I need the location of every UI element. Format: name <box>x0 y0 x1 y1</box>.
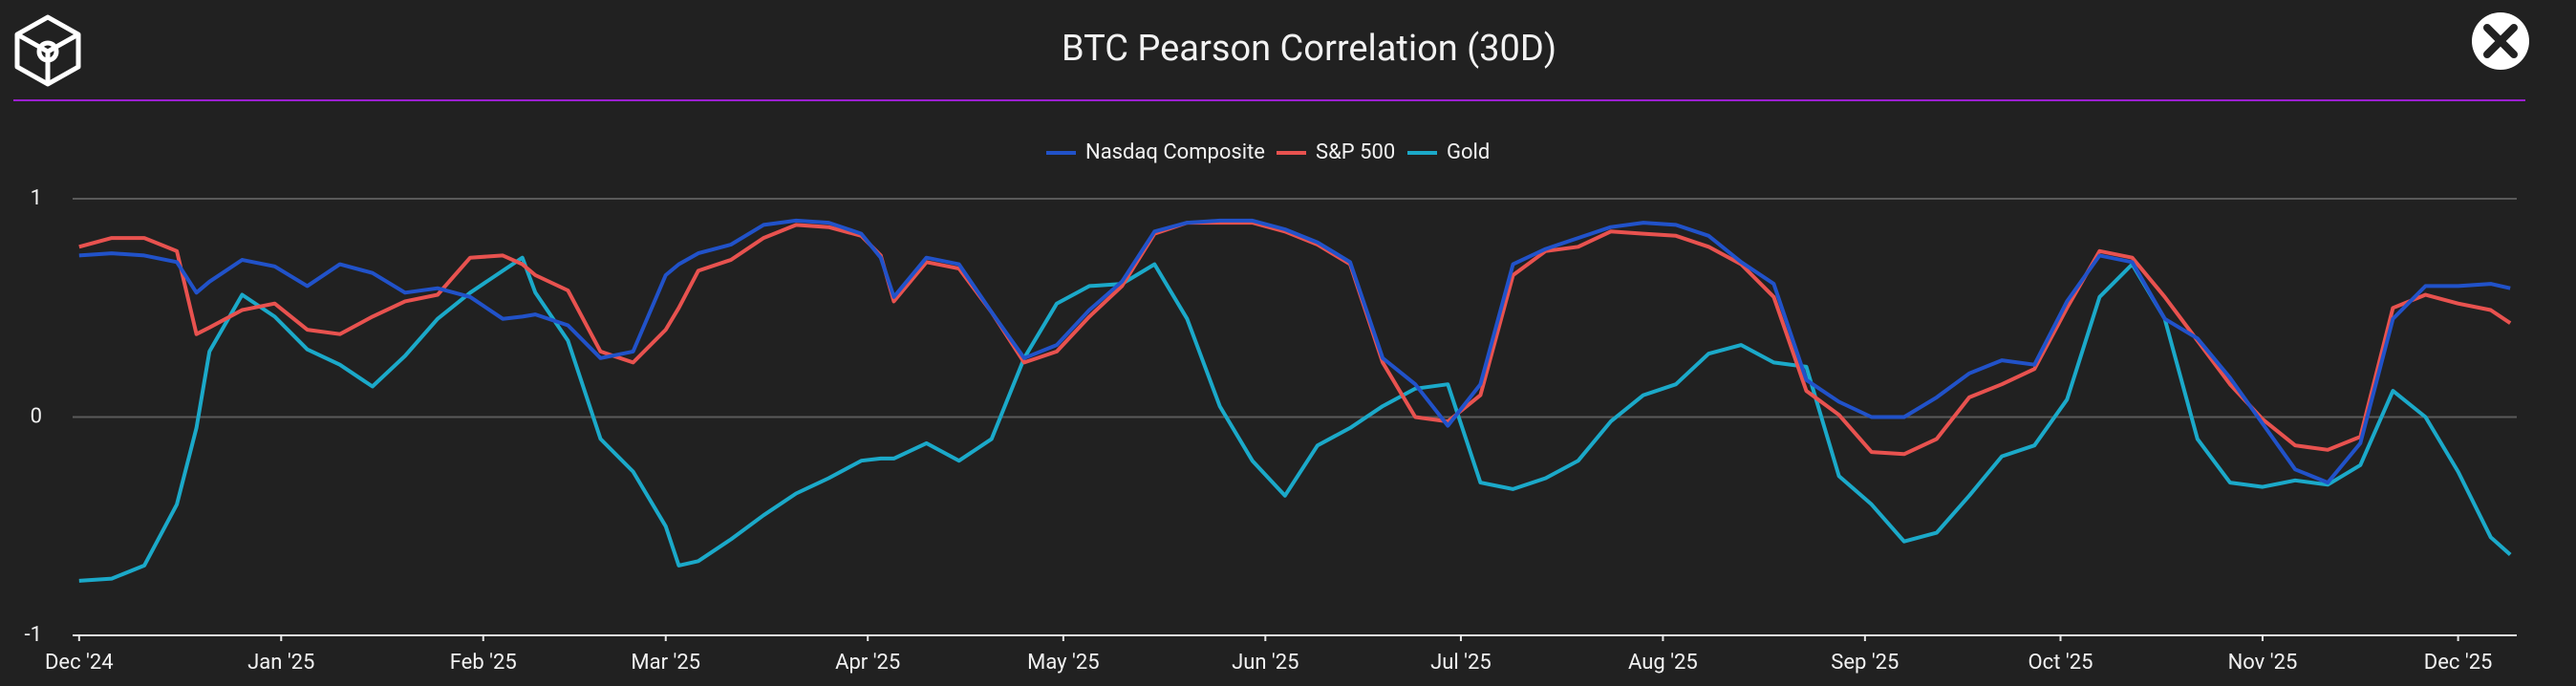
legend-label: Nasdaq Composite <box>1085 140 1265 164</box>
y-tick-label: -1 <box>25 623 42 647</box>
logo <box>14 14 81 87</box>
legend-label: Gold <box>1447 140 1490 164</box>
x-tick-label: Oct '25 <box>2029 651 2093 675</box>
close-button[interactable] <box>2472 12 2529 70</box>
x-tick-label: Dec '24 <box>45 651 114 675</box>
y-tick-label: 0 <box>31 404 42 428</box>
series-line <box>78 218 2511 485</box>
x-tick-label: Jun '25 <box>1232 651 1299 675</box>
x-tick-label: Feb '25 <box>450 651 517 675</box>
series-line <box>78 221 2512 457</box>
x-tick-label: Jan '25 <box>247 651 314 675</box>
series-line <box>78 255 2512 583</box>
chart-title: BTC Pearson Correlation (30D) <box>1062 28 1556 70</box>
x-tick-label: Dec '25 <box>2424 651 2493 675</box>
x-tick-label: Mar '25 <box>631 651 700 675</box>
y-tick-label: 1 <box>31 186 42 210</box>
legend-label: S&P 500 <box>1316 140 1395 164</box>
x-tick-label: Nov '25 <box>2228 651 2298 675</box>
x-tick-label: Apr '25 <box>835 651 900 675</box>
x-tick-label: May '25 <box>1027 651 1099 675</box>
x-tick-label: Sep '25 <box>1831 651 1899 675</box>
x-tick-label: Jul '25 <box>1430 651 1492 675</box>
x-tick-label: Aug '25 <box>1628 651 1698 675</box>
